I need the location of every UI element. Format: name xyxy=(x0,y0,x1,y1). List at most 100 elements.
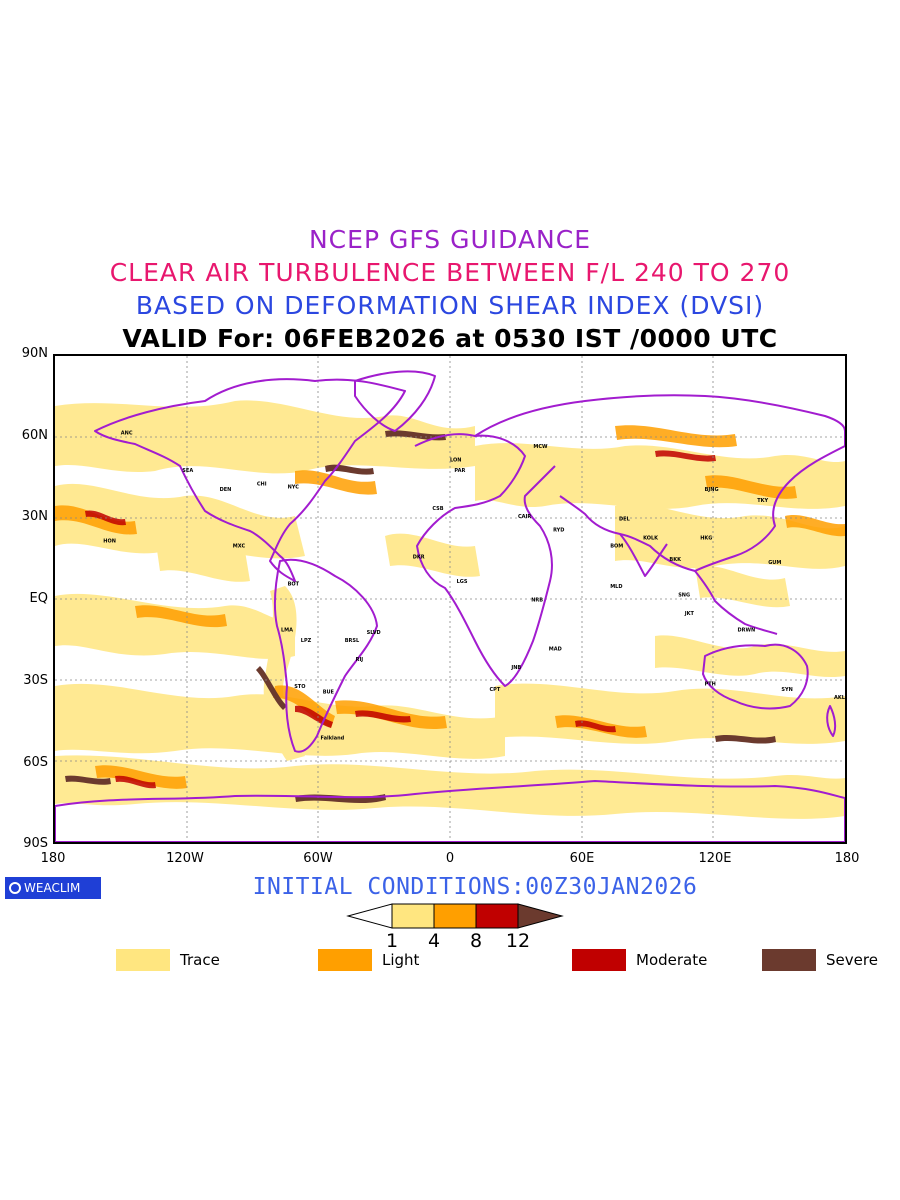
scale-tick-12: 12 xyxy=(505,930,531,952)
legend-trace-swatch xyxy=(116,949,170,971)
europe-africa-coast xyxy=(414,433,556,687)
station-label: KOLK xyxy=(643,536,659,542)
station-label: ANC xyxy=(121,430,133,436)
map-gridlines xyxy=(55,356,845,842)
lat-label-60s: 60S xyxy=(23,755,48,770)
lon-label-120w: 120W xyxy=(166,851,204,866)
station-label: AKL xyxy=(834,695,845,701)
station-label: HON xyxy=(103,538,116,544)
station-label: CPT xyxy=(490,687,501,693)
legend-light: Light xyxy=(318,948,419,972)
lon-label-0: 0 xyxy=(445,851,455,866)
scale-light xyxy=(433,903,477,929)
legend-moderate: Moderate xyxy=(572,948,707,972)
logo-ring-icon xyxy=(9,882,21,894)
station-label: BRSL xyxy=(345,638,360,644)
new-zealand-coast xyxy=(826,705,837,737)
legend-severe-swatch xyxy=(762,949,816,971)
scale-tick-1: 1 xyxy=(385,930,399,952)
station-label: JNB xyxy=(510,665,521,671)
southeast-asia-coast xyxy=(694,570,778,635)
lon-label-180e: 180 xyxy=(834,851,860,866)
station-label: BOT xyxy=(288,582,300,588)
station-label: JKT xyxy=(684,611,695,617)
station-label: LGS xyxy=(457,579,468,585)
station-label: NYC xyxy=(288,484,300,490)
antarctica-coast xyxy=(55,780,845,842)
legend-severe: Severe xyxy=(762,948,878,972)
logo-text: WEACLIM xyxy=(24,881,81,895)
color-scale-bar xyxy=(346,903,564,929)
greenland-coast xyxy=(354,370,436,432)
south-america-coast xyxy=(273,558,378,753)
station-label: PTH xyxy=(705,681,716,687)
map-canvas: ANC SEA DEN CHI NYC HON MXC BOT LMA LPZ BRSL SLVD RI… xyxy=(55,356,845,842)
station-label: LPZ xyxy=(301,638,312,644)
lat-label-30s: 30S xyxy=(23,673,48,688)
station-label: BUE xyxy=(323,690,335,696)
station-label: MAD xyxy=(549,646,562,652)
lat-label-90n: 90N xyxy=(21,346,48,361)
chart-subtitle-turbulence: CLEAR AIR TURBULENCE BETWEEN F/L 240 TO … xyxy=(109,258,791,287)
australia-coast xyxy=(702,643,809,710)
station-label: LON xyxy=(450,457,461,463)
scale-severe xyxy=(517,903,564,929)
legend-moderate-label: Moderate xyxy=(636,951,708,969)
station-label: SYN xyxy=(781,687,792,693)
legend-trace: Trace xyxy=(116,948,220,972)
lon-label-60e: 60E xyxy=(569,851,595,866)
station-label: MLD xyxy=(610,584,622,590)
station-label: GUM xyxy=(768,560,781,566)
station-label: Falkland xyxy=(321,735,345,741)
station-label: BJNG xyxy=(705,487,719,493)
station-label: BKK xyxy=(669,557,682,563)
lon-label-180w: 180 xyxy=(40,851,66,866)
station-label: STO xyxy=(294,684,305,690)
legend-trace-label: Trace xyxy=(180,951,220,969)
lat-label-30n: 30N xyxy=(21,509,48,524)
station-label: DEN xyxy=(220,487,232,493)
station-label: CAIR xyxy=(518,514,531,520)
chart-subtitle-index: BASED ON DEFORMATION SHEAR INDEX (DVSI) xyxy=(135,291,765,320)
station-label: MXC xyxy=(233,544,246,550)
station-label: DRWN xyxy=(738,627,756,633)
india-coast xyxy=(619,533,668,577)
scale-moderate xyxy=(475,903,519,929)
station-label: SNG xyxy=(678,592,690,598)
station-label: RYD xyxy=(553,528,564,534)
legend-moderate-swatch xyxy=(572,949,626,971)
station-label: MCW xyxy=(533,444,548,450)
station-label: BOM xyxy=(610,544,623,550)
lat-label-eq: EQ xyxy=(29,591,48,606)
station-label: RIJ xyxy=(356,657,364,663)
legend-light-label: Light xyxy=(382,951,420,969)
scale-tick-8: 8 xyxy=(469,930,483,952)
legend-light-swatch xyxy=(318,949,372,971)
coastlines xyxy=(55,370,845,842)
lat-label-60n: 60N xyxy=(21,428,48,443)
station-label: TKY xyxy=(757,498,768,504)
north-america-coast xyxy=(94,378,406,582)
station-label: DKR xyxy=(413,555,425,561)
lat-label-90s: 90S xyxy=(23,836,48,851)
station-label: SEA xyxy=(182,468,193,474)
station-label: CHI xyxy=(257,482,267,488)
station-label: LMA xyxy=(281,627,293,633)
station-label: DEL xyxy=(619,517,631,523)
station-label: PAR xyxy=(454,468,465,474)
chart-title: NCEP GFS GUIDANCE xyxy=(308,225,591,254)
valid-time: VALID For: 06FEB2026 at 0530 IST /0000 U… xyxy=(122,324,778,353)
scale-below-1 xyxy=(346,903,393,929)
legend-severe-label: Severe xyxy=(826,951,878,969)
station-labels: ANC SEA DEN CHI NYC HON MXC BOT LMA LPZ BRSL SLVD RI… xyxy=(103,430,845,741)
lon-label-120e: 120E xyxy=(698,851,732,866)
station-label: SLVD xyxy=(367,630,381,636)
eurasia-coast xyxy=(474,394,845,572)
weaclim-logo: WEACLIM xyxy=(5,877,101,899)
initial-conditions: INITIAL CONDITIONS:00Z30JAN2026 xyxy=(252,874,698,900)
station-label: NRB xyxy=(531,598,543,604)
station-label: HKG xyxy=(700,536,712,542)
station-label: CSB xyxy=(432,506,443,512)
lon-label-60w: 60W xyxy=(303,851,333,866)
scale-tick-4: 4 xyxy=(427,930,441,952)
